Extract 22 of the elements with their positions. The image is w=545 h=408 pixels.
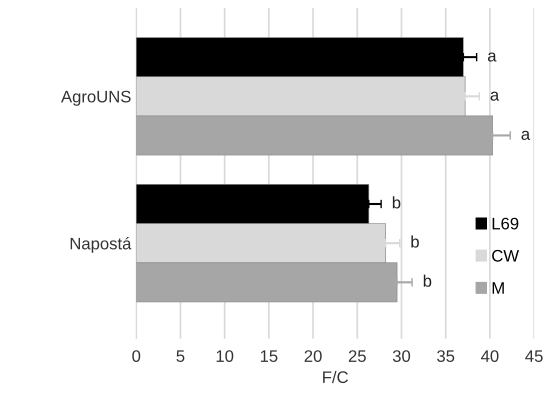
x-tick-label: 20 [304,350,322,362]
legend-label: L69 [492,218,518,230]
legend-label: M [492,282,504,294]
y-tick-label: Napostá [70,237,132,253]
x-tick-label: 35 [437,350,454,362]
x-tick-label: 45 [525,350,543,362]
data-label: b [411,235,419,248]
data-label: b [392,196,400,208]
data-label: a [522,130,530,140]
x-tick-label: 10 [216,350,234,362]
y-tick-label: AgroUNS [61,90,131,106]
data-label: b [424,274,432,287]
x-tick-label: 5 [176,350,184,362]
x-tick-label: 25 [348,350,366,362]
x-axis-title: F/C [323,370,348,384]
data-label: a [488,52,497,62]
data-label: a [490,92,500,101]
x-tick-label: 40 [481,350,499,362]
x-tick-label: 0 [132,350,140,362]
x-tick-label: 30 [392,350,410,362]
x-tick-label: 15 [260,350,278,362]
legend-label: CW [492,250,520,262]
